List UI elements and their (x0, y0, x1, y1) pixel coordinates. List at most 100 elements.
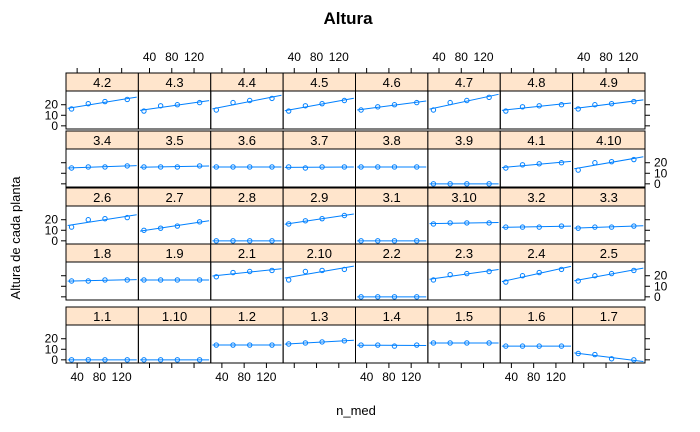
panel-strip-label: 2.7 (166, 190, 184, 205)
panel-1-6: 1.6 (499, 306, 574, 364)
data-point (213, 238, 220, 244)
data-point (341, 266, 348, 273)
panel-2-1: 2.1 (210, 243, 284, 301)
data-point (213, 107, 220, 113)
data-point (85, 217, 91, 223)
panel-frame (499, 205, 574, 245)
panel-strip-label: 4.7 (455, 75, 473, 90)
panel-frame (282, 90, 356, 130)
panel-4-1: 4.1 (499, 130, 574, 188)
data-point (519, 224, 526, 230)
data-point (302, 268, 309, 275)
panel-frame (210, 261, 284, 301)
panel-strip-label: 3.1 (383, 190, 401, 205)
data-point (285, 221, 292, 227)
panel-1-2: 1.2 (210, 306, 284, 364)
data-point (269, 342, 275, 348)
x-tick-label: 40 (432, 50, 446, 64)
panel-strip-label: 4.8 (527, 75, 545, 90)
data-point (247, 238, 253, 244)
data-point (157, 277, 164, 283)
x-tick-label: 120 (474, 50, 494, 64)
data-point (391, 343, 398, 349)
fit-line (429, 222, 499, 225)
data-point (358, 164, 364, 170)
data-point (102, 98, 108, 105)
panel-frame (572, 90, 646, 130)
data-point (430, 181, 437, 187)
data-point (592, 351, 598, 358)
data-point (230, 269, 236, 276)
data-point (486, 181, 492, 187)
x-tick-label: 80 (310, 50, 324, 64)
fit-line (139, 220, 210, 232)
panel-frame (65, 90, 139, 130)
data-point (503, 165, 509, 171)
data-point (102, 164, 108, 170)
panel-1-4: 1.4 (355, 306, 429, 364)
data-point (196, 163, 203, 169)
panel-strip-label: 2.1 (238, 246, 256, 261)
data-point (85, 100, 91, 107)
data-point (608, 356, 615, 362)
panel-strip-label: 1.7 (600, 309, 618, 324)
data-point (430, 277, 437, 283)
data-point (558, 223, 565, 229)
panel-1-3: 1.3 (282, 306, 356, 364)
panel-strip-label: 1.10 (162, 309, 187, 324)
y-tick-label: 10 (45, 223, 59, 237)
data-point (631, 98, 637, 105)
data-point (124, 163, 130, 169)
panel-strip-label: 4.4 (238, 75, 256, 90)
x-tick-label: 120 (329, 50, 349, 64)
panel-strip-label: 3.9 (455, 133, 473, 148)
panel-2-9: 2.9 (282, 187, 356, 245)
fit-line (501, 265, 572, 283)
fit-line (574, 99, 644, 110)
panel-frame (572, 148, 646, 188)
panel-frame (210, 324, 284, 364)
panel-frame (355, 90, 429, 130)
data-point (558, 160, 565, 166)
data-point (230, 164, 236, 170)
fit-line (501, 225, 571, 228)
data-point (102, 215, 108, 222)
data-point (285, 277, 292, 283)
panel-2-5: 2.5 (572, 243, 646, 301)
panel-strip-label: 3.4 (93, 133, 111, 148)
x-tick-label: 40 (143, 50, 157, 64)
panel-1-1: 1.1 (65, 306, 139, 364)
data-point (464, 270, 470, 277)
data-point (269, 238, 275, 244)
data-point (157, 103, 164, 109)
x-tick-label: 80 (599, 50, 613, 64)
panel-4-9: 4.9 (572, 72, 646, 130)
panel-4-7: 4.7 (427, 72, 501, 130)
data-point (536, 343, 542, 349)
data-point (196, 357, 203, 363)
data-point (102, 357, 108, 363)
panel-strip-label: 4.9 (600, 75, 618, 90)
data-point (608, 158, 615, 165)
data-point (247, 268, 253, 275)
panel-frame (137, 261, 212, 301)
y-tick-label: 0 (654, 177, 661, 191)
data-point (608, 224, 615, 230)
panel-strip-label: 2.10 (307, 246, 332, 261)
data-point (391, 102, 398, 108)
panel-strip-label: 2.3 (455, 246, 473, 261)
panel-frame (427, 261, 501, 301)
data-point (375, 104, 381, 110)
data-point (464, 97, 470, 104)
data-point (141, 108, 147, 114)
fit-line (139, 100, 210, 111)
data-point (375, 342, 381, 348)
data-point (486, 340, 492, 346)
panel-strip-label: 4.6 (383, 75, 401, 90)
panel-strip-label: 1.9 (166, 246, 184, 261)
data-point (141, 227, 147, 233)
data-point (503, 279, 509, 285)
panel-strip-label: 2.4 (527, 246, 545, 261)
data-point (608, 100, 615, 107)
panel-2-4: 2.4 (499, 243, 574, 301)
